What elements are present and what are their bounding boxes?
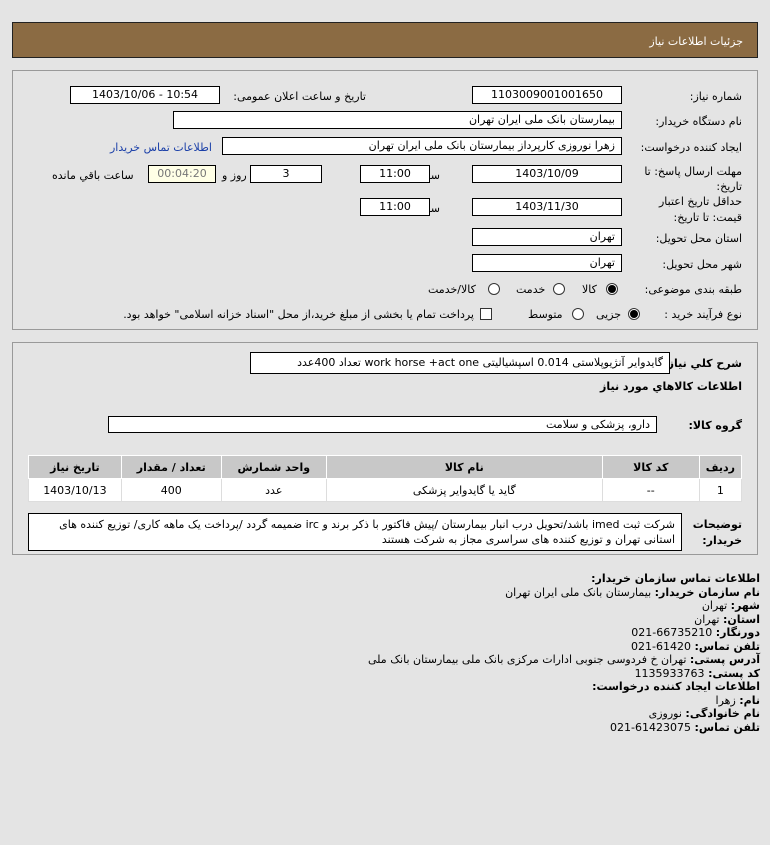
buyer-label: نام دستگاه خریدار: xyxy=(655,115,742,128)
cell-date: 1403/10/13 xyxy=(28,478,122,502)
goods-group-label: گروه کالا: xyxy=(688,419,742,432)
col-code: کد کالا xyxy=(601,455,700,479)
postal-label: کد پستی: xyxy=(708,666,760,680)
province-field[interactable]: تهران xyxy=(472,228,622,246)
description-label: شرح کلي نياز: xyxy=(663,357,742,370)
notes-label-2: خریدار: xyxy=(702,534,742,547)
table-row: 1 -- گاید یا گایدوایر پزشکی عدد 400 1403… xyxy=(28,478,743,502)
cell-code: -- xyxy=(601,478,700,502)
contact-title: اطلاعات تماس سازمان خریدار: xyxy=(591,572,760,585)
process-option-medium: متوسط xyxy=(528,308,563,321)
creator-field[interactable]: زهرا نوروزی کارپرداز بیمارستان بانک ملی … xyxy=(222,137,622,155)
remaining-time-field: 00:04:20 xyxy=(148,165,216,183)
category-radio-goods-service[interactable] xyxy=(488,283,500,295)
address-value: تهران خ فردوسی جنوبی ادارات مرکزی بانک م… xyxy=(368,653,687,666)
family-label: نام خانوادگی: xyxy=(685,707,760,720)
validity-label-2: قیمت: تا تاریخ: xyxy=(673,211,742,224)
days-label: روز و xyxy=(222,169,247,182)
category-option-service: خدمت xyxy=(516,283,546,296)
address-label: آدرس پستی: xyxy=(689,653,760,666)
col-quantity: تعداد / مقدار xyxy=(120,455,222,479)
announce-field[interactable]: 1403/10/06 - 10:54 xyxy=(70,86,220,104)
col-date: تاریخ نیاز xyxy=(28,455,122,479)
cell-unit: عدد xyxy=(220,478,327,502)
announce-label: تاریخ و ساعت اعلان عمومی: xyxy=(233,90,366,103)
family-value: نوروزی xyxy=(648,707,682,720)
postal-value: 1135933763 xyxy=(634,666,705,680)
category-label: طبقه بندی موضوعی: xyxy=(644,283,742,296)
treasury-payment-note: پرداخت تمام یا بخشی از مبلغ خرید،از محل … xyxy=(123,308,474,321)
org-label: نام سازمان خریدار: xyxy=(654,585,760,599)
org-value: بیمارستان بانک ملی ایران تهران xyxy=(505,585,652,599)
creator-phone-value: 61423075-021 xyxy=(610,720,692,734)
col-row: ردیف xyxy=(698,455,743,479)
fax-value: 66735210-021 xyxy=(631,626,713,639)
deadline-date-field[interactable]: 1403/10/09 xyxy=(472,165,622,183)
validity-label: حداقل تاریخ اعتبار xyxy=(658,195,742,208)
creator-info-title: اطلاعات ایجاد کننده درخواست: xyxy=(592,680,760,693)
name-value: زهرا xyxy=(715,693,736,707)
fax-label: دورنگار: xyxy=(715,626,760,639)
col-unit: واحد شمارش xyxy=(220,455,327,479)
cell-name: گاید یا گایدوایر پزشکی xyxy=(325,478,603,502)
process-label: نوع فرآیند خرید : xyxy=(664,308,742,321)
buyer-field[interactable]: بیمارستان بانک ملی ایران تهران xyxy=(173,111,622,129)
cell-row: 1 xyxy=(698,478,743,502)
contact-info: اطلاعات تماس سازمان خریدار: نام سازمان خ… xyxy=(368,572,760,734)
days-field[interactable]: 3 xyxy=(250,165,322,183)
province-label: استان محل تحویل: xyxy=(655,232,742,245)
process-radio-medium[interactable] xyxy=(572,308,584,320)
need-number-label: شماره نیاز: xyxy=(689,90,742,103)
deadline-label: مهلت ارسال پاسخ: تا xyxy=(644,165,742,178)
creator-label: ایجاد کننده درخواست: xyxy=(640,141,742,154)
city-label: شهر محل تحویل: xyxy=(662,258,742,271)
creator-phone-label: تلفن تماس: xyxy=(694,720,760,734)
table-header-row: ردیف کد کالا نام کالا واحد شمارش تعداد /… xyxy=(28,455,743,479)
goods-section-title: اطلاعات کالاهاي مورد نياز xyxy=(600,380,742,393)
deadline-time-field[interactable]: 11:00 xyxy=(360,165,430,183)
deadline-label-2: تاریخ: xyxy=(716,180,742,193)
buyer-notes: شرکت ثبت imed باشد/تحویل درب انبار بیمار… xyxy=(28,513,682,551)
col-name: نام کالا xyxy=(325,455,603,479)
page-title: جزئیات اطلاعات نیاز xyxy=(649,35,743,48)
goods-table: ردیف کد کالا نام کالا واحد شمارش تعداد /… xyxy=(28,455,743,502)
process-radio-minor[interactable] xyxy=(628,308,640,320)
contact-city-label: شهر: xyxy=(730,599,760,612)
category-option-goods: کالا xyxy=(582,283,597,296)
name-label: نام: xyxy=(739,693,760,707)
contact-city-value: تهران xyxy=(701,599,728,612)
remaining-label: ساعت باقي مانده xyxy=(52,169,134,182)
page-header: جزئیات اطلاعات نیاز xyxy=(12,22,758,58)
phone-label: تلفن تماس: xyxy=(694,639,760,653)
buyer-contact-link[interactable]: اطلاعات تماس خریدار xyxy=(110,141,212,154)
cell-quantity: 400 xyxy=(120,478,222,502)
goods-group-field[interactable]: دارو، پزشکی و سلامت xyxy=(108,416,657,433)
category-radio-goods[interactable] xyxy=(606,283,618,295)
category-option-goods-service: کالا/خدمت xyxy=(428,283,476,296)
need-number-field[interactable]: 1103009001001650 xyxy=(472,86,622,104)
validity-time-field[interactable]: 11:00 xyxy=(360,198,430,216)
validity-date-field[interactable]: 1403/11/30 xyxy=(472,198,622,216)
treasury-payment-checkbox[interactable] xyxy=(480,308,492,320)
process-option-minor: جزیی xyxy=(596,308,622,321)
contact-province-value: تهران xyxy=(694,612,720,626)
city-field[interactable]: تهران xyxy=(472,254,622,272)
description-field[interactable]: گایدوایر آنژیوپلاستی 0.014 اسپشیالیتی wo… xyxy=(250,352,670,374)
category-radio-service[interactable] xyxy=(553,283,565,295)
contact-province-label: استان: xyxy=(723,612,760,626)
phone-value: 61420-021 xyxy=(631,639,692,653)
notes-label: توضیحات xyxy=(692,518,742,531)
